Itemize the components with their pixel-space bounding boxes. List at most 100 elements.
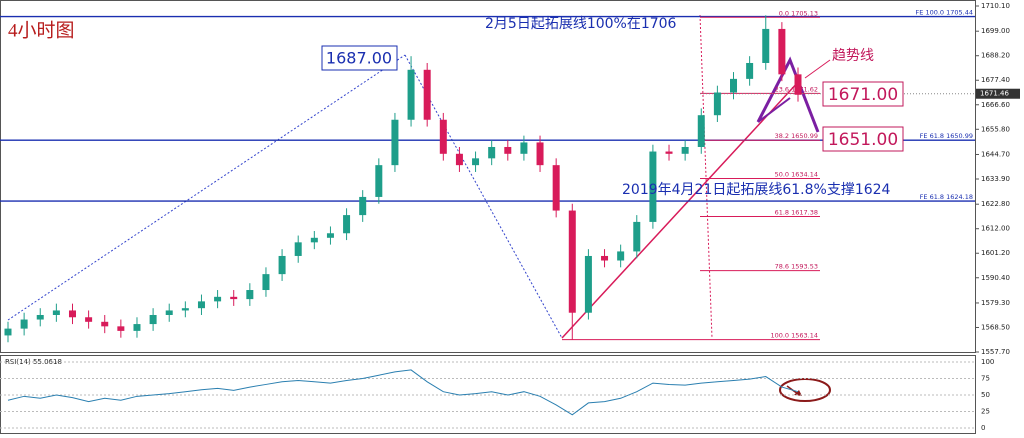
price-tag <box>976 88 1020 99</box>
y-tick-label: 1666.60 <box>981 101 1010 109</box>
fe-level-label: FE 61.8 1624.18 <box>920 193 973 201</box>
y-tick-label: 1710.10 <box>981 2 1010 10</box>
candle-body <box>504 146 512 154</box>
wave-line <box>7 54 406 321</box>
candle-body <box>697 115 705 147</box>
candle-body <box>730 78 738 93</box>
annotation: 2019年4月21日起拓展线61.8%支撑1624 <box>622 182 891 198</box>
candle-body <box>20 319 28 329</box>
candle-body <box>310 237 318 243</box>
y-tick-label: 1590.40 <box>981 274 1010 282</box>
candle-body <box>665 151 673 154</box>
candle-body <box>230 296 238 300</box>
y-tick-label: 1622.80 <box>981 200 1010 208</box>
candle-body <box>552 165 560 211</box>
rsi-tick-label: 50 <box>981 391 990 399</box>
main-panel <box>0 0 976 353</box>
candle-body <box>117 326 125 331</box>
candle-body <box>149 314 157 325</box>
label-box <box>822 126 904 152</box>
rsi-tick-label: 75 <box>981 375 990 383</box>
y-tick-label: 1688.20 <box>981 52 1010 60</box>
fib-level-label: 61.8 1617.38 <box>775 209 818 217</box>
y-tick-label: 1633.90 <box>981 175 1010 183</box>
fe-level-label: FE 61.8 1650.99 <box>920 132 973 140</box>
label-box <box>822 81 904 107</box>
y-tick-label: 1568.50 <box>981 323 1010 331</box>
candle-body <box>214 296 222 302</box>
candle-body <box>246 290 254 300</box>
candle-body <box>197 301 205 309</box>
candle-body <box>326 233 334 238</box>
candle-body <box>278 255 286 275</box>
y-tick-label: 1644.70 <box>981 150 1010 158</box>
candle-body <box>181 308 189 311</box>
candle-body <box>472 158 480 166</box>
candle-body <box>455 153 463 166</box>
candle-body <box>568 210 576 313</box>
annotation: 1651.00 <box>828 130 898 150</box>
candle-body <box>584 255 592 313</box>
rsi-tick-label: 0 <box>981 424 985 432</box>
candle-body <box>681 146 689 154</box>
candle-body <box>536 142 544 166</box>
wave-line <box>404 54 563 339</box>
trend-pointer <box>804 59 831 79</box>
rsi-line <box>7 369 799 416</box>
rsi-tick-label: 100 <box>981 358 994 366</box>
y-tick-label: 1699.00 <box>981 27 1010 35</box>
fib-level-label: 50.0 1634.14 <box>775 170 818 178</box>
trend-line <box>561 79 801 339</box>
candle-body <box>794 74 802 95</box>
annotation: 1687.00 <box>326 49 392 68</box>
candle-body <box>294 242 302 256</box>
candle-body <box>778 28 786 75</box>
y-tick-label: 1612.00 <box>981 225 1010 233</box>
candle-body <box>617 251 625 261</box>
fib-level-label: 100.0 1563.14 <box>770 332 818 340</box>
annotation: 2月5日起拓展线100%在1706 <box>485 16 677 32</box>
candle-body <box>649 151 657 222</box>
candle-body <box>4 328 12 336</box>
candle-body <box>133 324 141 331</box>
fib-level-label: 38.2 1650.99 <box>775 132 818 140</box>
triangle-pattern <box>757 97 791 123</box>
annotation: 趋势线 <box>832 48 874 64</box>
candle-body <box>391 119 399 166</box>
fib-level-label: 0.0 1705.13 <box>779 9 818 17</box>
candle-body <box>36 314 44 320</box>
candle-body <box>262 274 270 291</box>
candle-body <box>375 165 383 197</box>
candle-body <box>488 146 496 159</box>
candle-body <box>52 310 60 315</box>
fib-level-label: 78.6 1593.53 <box>775 263 818 271</box>
label-box <box>321 45 398 71</box>
triangle-pattern <box>756 56 820 133</box>
candle-body <box>101 321 109 327</box>
candle-body <box>68 310 76 318</box>
candle-body <box>746 62 754 79</box>
y-tick-label: 1601.20 <box>981 249 1010 257</box>
candle-body <box>633 221 641 252</box>
candle-body <box>359 196 367 216</box>
candle-body <box>520 142 528 154</box>
y-tick-label: 1677.40 <box>981 76 1010 84</box>
candle-body <box>762 28 770 63</box>
fe-level-label: FE 100.0 1705.44 <box>916 9 973 17</box>
candle-body <box>423 69 431 120</box>
price-tag-label: 1671.46 <box>980 90 1009 98</box>
y-tick-label: 1579.30 <box>981 299 1010 307</box>
y-tick-label: 1655.80 <box>981 125 1010 133</box>
candle-body <box>713 92 721 116</box>
candle-body <box>439 119 447 154</box>
rsi-tick-label: 25 <box>981 408 990 416</box>
chart-title: 4小时图 <box>8 19 75 41</box>
y-tick-label: 1557.70 <box>981 348 1010 356</box>
annotation: 1671.00 <box>828 85 898 105</box>
candle-body <box>165 310 173 315</box>
candle-body <box>343 215 351 234</box>
candle-body <box>601 255 609 261</box>
candle-body <box>85 317 93 322</box>
